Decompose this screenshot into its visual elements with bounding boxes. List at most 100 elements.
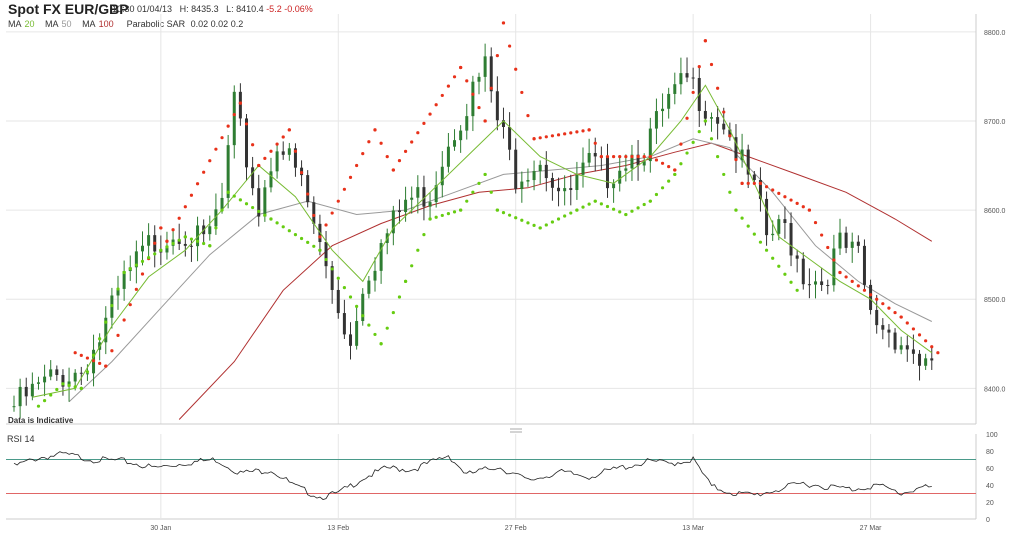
sar-dot-below	[171, 241, 175, 246]
sar-dot-below	[740, 216, 744, 220]
ma100-label: MA	[82, 19, 96, 29]
rsi-tick-label: 20	[986, 500, 994, 507]
sar-dot-below	[624, 212, 628, 217]
sar-dot-above	[477, 105, 481, 110]
candle-body	[850, 241, 854, 248]
sar-dot-below	[208, 244, 212, 248]
sar-dot-below	[55, 387, 59, 392]
sar-dot-below	[563, 214, 567, 218]
sar-dot-above	[911, 327, 916, 331]
candle-body	[728, 129, 732, 138]
candle-body	[440, 166, 444, 186]
candle-body	[208, 226, 212, 235]
sar-dot-above	[257, 163, 261, 168]
sar-dot-below	[703, 119, 707, 123]
candle-body	[226, 145, 230, 198]
sar-dot-below	[783, 272, 787, 276]
sar-dot-above	[838, 270, 842, 275]
candle-body	[563, 188, 567, 192]
candle-body	[856, 241, 860, 246]
sar-dot-below	[501, 211, 506, 215]
candle-body	[795, 255, 799, 259]
sar-dot-below	[147, 256, 151, 260]
sar-dot-above	[495, 53, 499, 58]
ma20-path	[32, 84, 933, 398]
sar-dot-below	[618, 210, 622, 214]
sar-dot-below	[275, 221, 279, 225]
sar-dot-below	[355, 304, 359, 308]
candle-body	[330, 266, 334, 290]
candle-body	[740, 149, 744, 161]
sar-dot-above	[416, 131, 420, 135]
candle-body	[832, 248, 836, 286]
candle-body	[404, 199, 408, 213]
candle-body	[263, 187, 267, 217]
sar-dot-below	[373, 332, 377, 337]
sar-dot-above	[446, 84, 451, 88]
candle-body	[679, 73, 683, 85]
candle-body	[869, 284, 873, 310]
indicative-watermark: Data is Indicative	[8, 416, 74, 425]
candle-body	[801, 258, 805, 285]
sar-dot-above	[122, 318, 126, 322]
sar-dot-above	[605, 155, 610, 159]
sar-dot-below	[391, 310, 395, 315]
candle-body	[459, 130, 463, 141]
sar-dot-above	[532, 137, 536, 141]
candle-body	[410, 197, 414, 200]
sar-dot-above	[667, 165, 671, 169]
candle-body	[593, 152, 597, 157]
sar-dot-below	[471, 190, 475, 194]
sar-dot-above	[171, 228, 175, 232]
candle-body	[618, 170, 622, 184]
sar-dot-below	[550, 220, 555, 224]
sar-dot-above	[110, 349, 114, 353]
sar-dot-above	[410, 140, 414, 144]
sar-dot-below	[128, 267, 132, 271]
sar-dot-above	[850, 279, 854, 283]
candle-body	[55, 369, 59, 375]
sar-dot-above	[330, 211, 334, 215]
sar-dot-above	[679, 142, 683, 146]
pane-resize-handle[interactable]	[510, 428, 522, 433]
candle-body	[667, 93, 671, 109]
sar-dot-above	[905, 321, 909, 325]
sar-dot-above	[428, 112, 432, 116]
candle-body	[569, 188, 573, 190]
candle-body	[361, 293, 365, 322]
sar-dot-above	[697, 64, 701, 69]
candle-body	[526, 180, 530, 182]
sar-dot-below	[569, 211, 573, 215]
candle-body	[703, 110, 707, 119]
sar-dot-above	[550, 134, 555, 138]
sar-dot-below	[159, 248, 163, 252]
candle-body	[648, 128, 652, 162]
sar-dot-above	[348, 175, 353, 180]
sar-dot-below	[293, 232, 298, 237]
sar-dot-below	[581, 205, 585, 209]
ma20-label: MA	[8, 19, 22, 29]
sar-dot-below	[764, 248, 769, 252]
sar-label: Parabolic SAR	[126, 19, 186, 29]
candle-body	[710, 117, 713, 119]
sar-dot-above	[318, 235, 322, 239]
sar-dot-below	[544, 223, 548, 227]
sar-dot-above	[379, 141, 383, 145]
candle-body	[483, 56, 487, 77]
candle-body	[391, 210, 395, 234]
sar-dot-below	[324, 257, 328, 262]
sar-dot-above	[336, 199, 340, 203]
main-plot-border	[6, 14, 977, 520]
sar-dot-above	[183, 205, 187, 209]
sar-dot-above	[355, 163, 359, 168]
sar-dot-above	[397, 159, 402, 163]
candle-body	[887, 329, 891, 333]
sar-dot-above	[403, 149, 408, 153]
candle-body	[636, 154, 640, 166]
sar-dot-above	[422, 121, 426, 125]
sar-dot-above	[342, 187, 346, 191]
candle-body	[428, 202, 432, 207]
candle-body	[147, 235, 151, 246]
candle-body	[838, 232, 842, 249]
sar-dot-above	[887, 306, 891, 310]
